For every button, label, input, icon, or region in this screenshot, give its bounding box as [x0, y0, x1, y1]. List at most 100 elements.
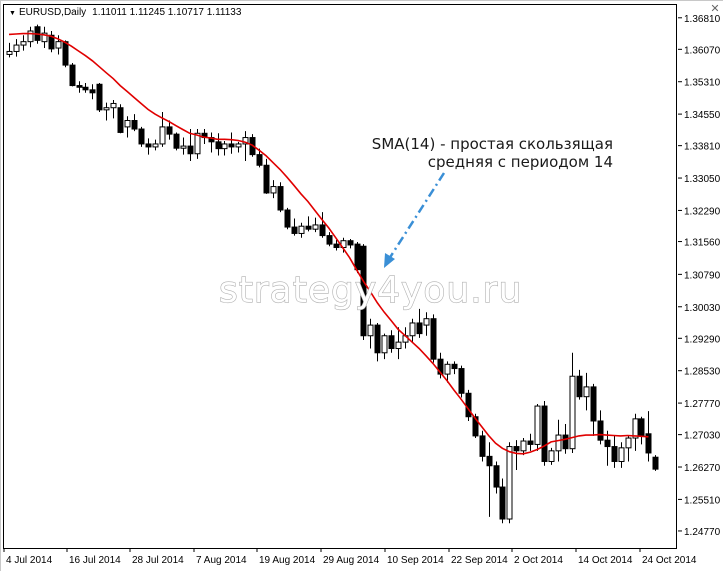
date-tick-label: 2 Oct 2014	[514, 555, 563, 566]
symbol-timeframe-label: EURUSD,Daily	[18, 7, 87, 18]
candle	[27, 26, 34, 48]
candle-body-bullish	[618, 447, 625, 462]
candle	[291, 218, 298, 236]
candle-body-bearish	[166, 126, 173, 135]
candle	[618, 442, 625, 468]
date-tick-label: 7 Aug 2014	[196, 555, 247, 566]
candle	[131, 114, 138, 132]
candle	[110, 100, 117, 119]
candle-body-bullish	[409, 322, 416, 337]
annotation-line-1: SMA(14) - простая скользящая	[372, 135, 613, 153]
price-tick-label: 1.27030	[684, 431, 721, 442]
date-tick-label: 16 Jul 2014	[69, 555, 121, 566]
candle-body-bearish	[604, 439, 611, 448]
candle-body-bearish	[597, 420, 604, 441]
candle	[326, 232, 333, 247]
candle-body-bearish	[145, 143, 152, 148]
candle	[423, 312, 430, 336]
candle	[527, 433, 534, 451]
candle	[187, 129, 194, 161]
candle	[277, 182, 284, 213]
candle	[48, 30, 55, 53]
candle-body-bullish	[124, 120, 131, 128]
candle	[409, 318, 416, 343]
price-tick-label: 1.34550	[684, 110, 721, 121]
candle-body-bearish	[388, 335, 395, 350]
candle	[69, 62, 76, 87]
candle-body-bearish	[611, 446, 618, 462]
date-tick-label: 10 Sep 2014	[387, 555, 444, 566]
candle	[96, 82, 103, 112]
candle-body-bullish	[270, 186, 277, 194]
candle-body-bullish	[583, 386, 590, 398]
chart-header: ▼ EURUSD,Daily 1.11011 1.11245 1.10717 1.1…	[9, 7, 241, 18]
candle	[430, 314, 437, 363]
candle-body-bearish	[89, 89, 96, 94]
candle	[215, 133, 222, 156]
candle	[625, 435, 632, 462]
candle-body-bullish	[13, 44, 20, 52]
candle-body-bearish	[305, 225, 312, 230]
candle-body-bullish	[221, 143, 228, 150]
candle-body-bearish	[451, 363, 458, 370]
candle	[228, 132, 235, 154]
candle-body-bullish	[180, 145, 187, 149]
candle	[354, 241, 361, 274]
candle-body-bearish	[645, 433, 652, 454]
candle-body-bearish	[347, 240, 354, 246]
candle-body-bearish	[638, 418, 645, 437]
candle	[451, 361, 458, 375]
candle	[548, 447, 555, 465]
candle-body-bearish	[486, 455, 493, 467]
candle-body-bullish	[506, 446, 513, 520]
candle	[298, 222, 305, 238]
price-tick-label: 1.33050	[684, 174, 721, 185]
close-icon[interactable]: ✕	[710, 3, 720, 15]
price-tick-label: 1.30790	[684, 270, 721, 281]
candle-body-bearish	[354, 243, 361, 271]
candle-body-bearish	[416, 322, 423, 335]
candle	[180, 137, 187, 155]
candle	[117, 104, 124, 134]
date-axis: 4 Jul 2014 16 Jul 2014 28 Jul 2014 7 Aug 20…	[3, 548, 697, 566]
candle-body-bearish	[326, 235, 333, 245]
candle	[103, 102, 110, 121]
candle-body-bullish	[235, 143, 242, 148]
candle	[347, 238, 354, 249]
candle-body-bullish	[423, 318, 430, 326]
candle-body-bullish	[55, 41, 62, 49]
candle-body-bearish	[562, 434, 569, 450]
candle	[124, 116, 131, 138]
candle	[235, 141, 242, 153]
symbol-dropdown-icon[interactable]: ▼	[9, 10, 16, 17]
candle-body-bearish	[173, 133, 180, 149]
candle	[590, 383, 597, 436]
candle-body-bearish	[284, 209, 291, 228]
candle	[395, 327, 402, 360]
candle	[319, 212, 326, 238]
candle	[333, 239, 340, 251]
price-tick-label: 1.36070	[684, 45, 721, 56]
plot-area[interactable]	[3, 4, 677, 549]
ohlc-values: 1.11011 1.11245 1.10717 1.11133	[92, 7, 242, 18]
candle	[597, 410, 604, 445]
candle	[374, 322, 381, 362]
candle-body-bearish	[430, 318, 437, 360]
candle-body-bearish	[256, 154, 263, 166]
price-tick-label: 1.31560	[684, 238, 721, 249]
candle	[541, 400, 548, 466]
candle	[270, 180, 277, 199]
price-tick-label: 1.28530	[684, 367, 721, 378]
candle	[479, 430, 486, 462]
date-tick-label: 4 Jul 2014	[6, 555, 53, 566]
candle	[194, 129, 201, 159]
candle	[20, 35, 27, 51]
candle	[506, 442, 513, 524]
candle-body-bullish	[625, 437, 632, 449]
candle-body-bearish	[319, 224, 326, 237]
candle-body-bearish	[117, 107, 124, 133]
candle-body-bullish	[312, 224, 319, 230]
price-axis: 1.36810 1.36070 1.35310 1.34550 1.33810 1.330…	[678, 14, 721, 538]
